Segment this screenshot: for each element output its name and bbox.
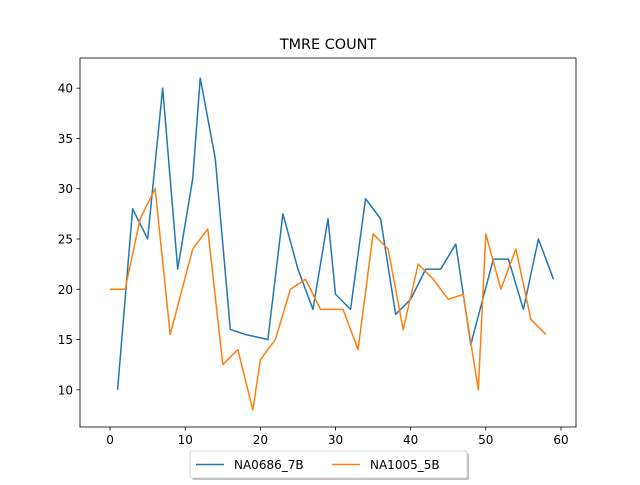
y-tick-label: 30: [58, 182, 73, 196]
y-tick-label: 25: [58, 232, 73, 246]
x-tick-label: 0: [106, 433, 114, 447]
chart-title: TMRE COUNT: [279, 37, 377, 53]
legend: NA0686_7B NA1005_5B: [189, 450, 469, 480]
x-tick-label: 30: [328, 433, 343, 447]
x-axis: 0 10 20 30 40 50 60: [106, 427, 569, 447]
y-axis: 10 15 20 25 30 35 40: [58, 82, 80, 397]
legend-label-2: NA1005_5B: [370, 458, 440, 472]
legend-label-1: NA0686_7B: [234, 458, 304, 472]
x-tick-label: 20: [253, 433, 268, 447]
plot-area-border: [79, 57, 577, 428]
y-tick-label: 35: [58, 132, 73, 146]
x-tick-label: 60: [553, 433, 568, 447]
x-tick-label: 40: [403, 433, 418, 447]
x-tick-label: 10: [178, 433, 193, 447]
series-line-2: [110, 187, 547, 411]
axes-frame: [79, 57, 577, 428]
y-tick-label: 40: [58, 82, 73, 96]
y-tick-label: 10: [58, 383, 73, 397]
x-tick-label: 50: [478, 433, 493, 447]
series-lines: [110, 77, 555, 411]
y-tick-label: 15: [58, 333, 73, 347]
series-line-1: [116, 77, 555, 390]
y-tick-label: 20: [58, 283, 73, 297]
legend-box: [189, 450, 468, 479]
